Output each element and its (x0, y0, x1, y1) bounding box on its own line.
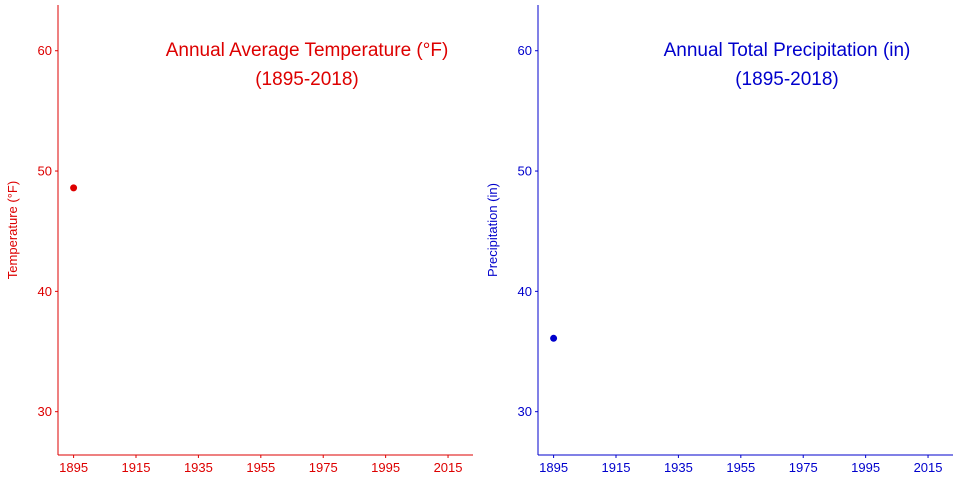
precipitation-x-tick-label: 1935 (664, 460, 693, 475)
precipitation-chart: 30 40 50 60 1895 1915 1935 1955 1975 1995 2015 Prec… (485, 5, 953, 475)
temperature-y-axis-title: Temperature (°F) (5, 181, 20, 279)
temperature-x-tick-label: 1915 (122, 460, 151, 475)
precipitation-y-axis-title: Precipitation (in) (485, 183, 500, 277)
temperature-x-tick-label: 1975 (309, 460, 338, 475)
precipitation-chart-subtitle: (1895-2018) (735, 69, 839, 90)
temperature-x-tick-label: 1955 (246, 460, 275, 475)
temperature-y-tick-label: 40 (38, 284, 52, 299)
precipitation-x-tick-label: 2015 (914, 460, 943, 475)
temperature-x-tick-label: 2015 (434, 460, 463, 475)
precipitation-y-tick-label: 60 (518, 43, 532, 58)
temperature-data-point (70, 184, 78, 192)
temperature-chart-title: Annual Average Temperature (°F) (166, 40, 449, 61)
temperature-x-tick-label: 1995 (371, 460, 400, 475)
precipitation-data-point (550, 334, 558, 342)
precipitation-x-tick-label: 1975 (789, 460, 818, 475)
temperature-y-tick-label: 30 (38, 404, 52, 419)
temperature-x-tick-label: 1895 (59, 460, 88, 475)
precipitation-x-tick-label: 1895 (539, 460, 568, 475)
precipitation-y-tick-label: 40 (518, 284, 532, 299)
temperature-chart: 30 40 50 60 1895 1915 1935 1955 1975 1995 2015 Temp… (5, 5, 473, 475)
temperature-y-tick-label: 60 (38, 43, 52, 58)
precipitation-y-tick-label: 30 (518, 404, 532, 419)
precipitation-chart-title: Annual Total Precipitation (in) (664, 40, 911, 61)
precipitation-y-tick-label: 50 (518, 164, 532, 179)
temperature-y-tick-label: 50 (38, 164, 52, 179)
precipitation-x-tick-label: 1955 (726, 460, 755, 475)
temperature-chart-subtitle: (1895-2018) (255, 69, 359, 90)
temperature-x-tick-label: 1935 (184, 460, 213, 475)
precipitation-x-tick-label: 1915 (602, 460, 631, 475)
precipitation-x-tick-label: 1995 (851, 460, 880, 475)
